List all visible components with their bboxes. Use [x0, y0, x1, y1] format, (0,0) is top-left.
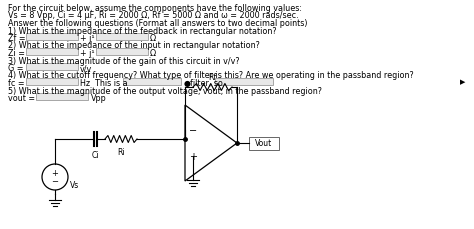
Text: +: + — [52, 169, 58, 178]
Text: vout =: vout = — [8, 94, 35, 103]
Text: 5) What is the magnitude of the output voltage, vout, in the passband region?: 5) What is the magnitude of the output v… — [8, 86, 322, 95]
Bar — [215, 79, 273, 86]
Bar — [26, 79, 78, 86]
Text: filter, so: filter, so — [190, 79, 223, 88]
Bar — [96, 49, 148, 56]
Text: +: + — [189, 151, 197, 161]
Text: Zf =: Zf = — [8, 34, 26, 43]
Text: Ci: Ci — [91, 150, 99, 159]
Text: For the circuit below, assume the components have the following values:: For the circuit below, assume the compon… — [8, 4, 302, 13]
Text: Hz  This is a: Hz This is a — [80, 79, 128, 88]
Text: 3) What is the magnitude of the gain of this circuit in v/v?: 3) What is the magnitude of the gain of … — [8, 56, 240, 65]
Text: Ω: Ω — [150, 49, 156, 58]
Bar — [36, 94, 88, 101]
Text: + j¹: + j¹ — [80, 34, 95, 43]
Text: ▶: ▶ — [460, 79, 465, 85]
Text: −: − — [189, 126, 197, 136]
Text: + j¹: + j¹ — [80, 49, 95, 58]
Text: Ω: Ω — [150, 34, 156, 43]
Text: Answer the following questions (Format all answers to two decimal points): Answer the following questions (Format a… — [8, 19, 308, 28]
FancyBboxPatch shape — [249, 137, 279, 150]
Text: 2) What is the impedance of the input in rectangular notation?: 2) What is the impedance of the input in… — [8, 41, 260, 50]
Bar — [26, 49, 78, 56]
Text: Vout: Vout — [255, 139, 273, 148]
Bar — [123, 79, 181, 86]
Bar — [26, 64, 78, 71]
Text: Vs: Vs — [70, 180, 79, 189]
Text: Rf: Rf — [209, 73, 217, 82]
Text: Zi =: Zi = — [8, 49, 25, 58]
Text: G =: G = — [8, 64, 24, 73]
Text: 4) What is the cutoff frequency? What type of filter is this? Are we operating i: 4) What is the cutoff frequency? What ty… — [8, 71, 414, 80]
Bar — [96, 34, 148, 41]
Text: 1) What is the impedance of the feedback in rectangular notation?: 1) What is the impedance of the feedback… — [8, 26, 277, 35]
Text: fc =: fc = — [8, 79, 25, 88]
Text: ●: ● — [184, 79, 191, 88]
Text: v/v: v/v — [80, 64, 92, 73]
Text: −: − — [52, 177, 58, 186]
Text: Vs = 8 Vpp, Ci = 4 μF, Ri = 2000 Ω, Rf = 5000 Ω and ω = 2000 rads/sec.: Vs = 8 Vpp, Ci = 4 μF, Ri = 2000 Ω, Rf =… — [8, 11, 299, 20]
Bar — [26, 34, 78, 41]
Text: Ri: Ri — [117, 147, 125, 156]
Text: Vpp: Vpp — [91, 94, 107, 103]
